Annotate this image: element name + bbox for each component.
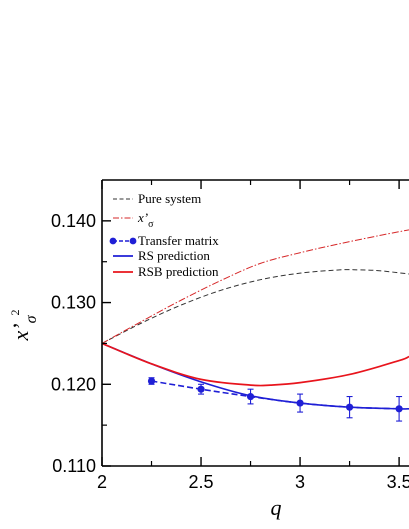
transfer-matrix-point	[296, 399, 304, 407]
series-rsb-line	[102, 342, 409, 387]
legend-label-main: x’	[137, 210, 148, 225]
legend-label-sub: σ	[148, 219, 154, 230]
series-rs-line	[102, 342, 409, 410]
legend-marker	[109, 237, 117, 245]
x-tick-label: 2	[97, 472, 107, 492]
x-tick-label: 3.5	[387, 472, 409, 492]
transfer-matrix-point	[197, 385, 205, 393]
y-tick-label: 0.110	[52, 456, 96, 476]
series-xsigma-line	[102, 229, 409, 344]
series-transfer-matrix-line	[151, 380, 400, 410]
series-pure-line	[102, 269, 409, 344]
y-axis-title-sup: 2	[8, 310, 22, 316]
legend-label: Transfer matrix	[138, 233, 219, 248]
legend-label-xsigma: x’σ	[137, 210, 154, 230]
x-axis-title: q	[271, 495, 282, 520]
legend-label: Pure system	[138, 191, 201, 206]
y-axis-title-sub: σ	[23, 314, 40, 323]
x-tick-label: 3	[295, 472, 305, 492]
legend-marker	[129, 237, 137, 245]
transfer-matrix-point	[395, 405, 403, 413]
transfer-matrix-point	[246, 392, 255, 401]
legend-label: RSB prediction	[138, 264, 219, 279]
transfer-matrix-point	[147, 377, 156, 385]
y-tick-label: 0.120	[51, 374, 96, 394]
y-axis-title-main: x’	[8, 323, 33, 341]
y-tick-label: 0.130	[51, 293, 96, 313]
legend-label: RS prediction	[138, 248, 210, 263]
x-tick-label: 2.5	[189, 472, 214, 492]
y-tick-label: 0.140	[51, 211, 96, 231]
y-axis-title: x’σ2	[8, 310, 40, 342]
transfer-matrix-point	[345, 403, 354, 411]
